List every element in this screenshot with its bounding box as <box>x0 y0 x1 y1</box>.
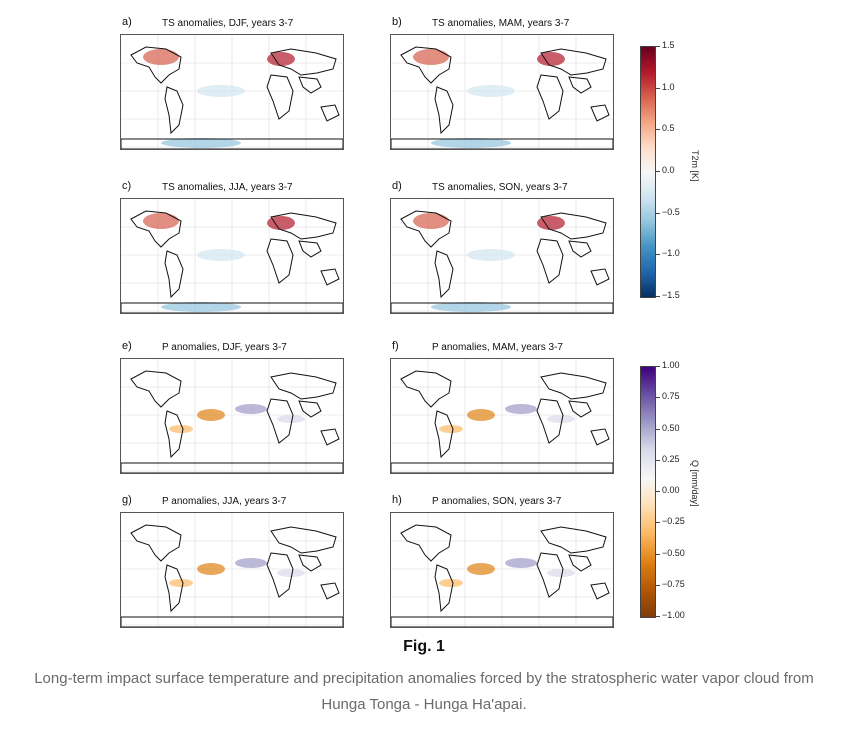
p-colorbar-label: Q [mm/day] <box>690 460 700 507</box>
map <box>120 198 344 314</box>
figure-caption: Long-term impact surface temperature and… <box>34 670 814 713</box>
panel-title: P anomalies, MAM, years 3-7 <box>432 342 563 353</box>
world-map <box>391 513 613 627</box>
panel-title: P anomalies, JJA, years 3-7 <box>162 496 287 507</box>
panel-label: c) <box>122 180 132 192</box>
panel-title: P anomalies, SON, years 3-7 <box>432 496 562 507</box>
colorbar-tick-label: 0.75 <box>662 391 680 402</box>
world-map <box>121 359 343 473</box>
colorbar-tick-label: −1.00 <box>662 610 685 620</box>
panel-label: g) <box>122 494 132 506</box>
map <box>120 358 344 474</box>
colorbar-tick-label: −1.5 <box>662 290 680 300</box>
panel-title: TS anomalies, SON, years 3-7 <box>432 182 568 193</box>
panel-title: TS anomalies, DJF, years 3-7 <box>162 18 294 29</box>
colorbar-tick-label: 0.5 <box>662 123 675 134</box>
colorbar-tick <box>655 296 660 297</box>
colorbar-tick-label: −0.75 <box>662 578 685 589</box>
world-map <box>391 359 613 473</box>
panel-label: b) <box>392 16 402 28</box>
world-map <box>121 513 343 627</box>
panel-b: b) TS anomalies, MAM, years 3-7 <box>388 16 616 150</box>
panel-label: f) <box>392 340 399 352</box>
colorbar-tick <box>655 397 660 399</box>
ts-colorbar-label: T2m [K] <box>690 150 700 182</box>
colorbar-tick-label: 0.25 <box>662 453 680 464</box>
map <box>120 512 344 628</box>
colorbar-tick <box>655 428 660 430</box>
panel-g: g) P anomalies, JJA, years 3-7 <box>118 494 346 628</box>
colorbar-tick-label: −0.50 <box>662 547 685 558</box>
panel-f: f) P anomalies, MAM, years 3-7 <box>388 340 616 474</box>
colorbar-tick-label: −1.0 <box>662 248 680 259</box>
colorbar-tick-label: 1.5 <box>662 40 675 50</box>
map <box>390 358 614 474</box>
panel-label: e) <box>122 340 132 352</box>
panel-title: P anomalies, DJF, years 3-7 <box>162 342 287 353</box>
colorbar-tick <box>655 522 660 524</box>
colorbar-tick <box>655 212 660 214</box>
map <box>390 198 614 314</box>
colorbar-tick-label: 0.00 <box>662 485 680 495</box>
colorbar-tick <box>655 129 660 131</box>
panel-a: a) TS anomalies, DJF, years 3-7 <box>118 16 346 150</box>
colorbar-tick <box>655 366 660 367</box>
colorbar-tick-label: −0.25 <box>662 516 685 527</box>
p-colorbar-gradient <box>640 366 656 618</box>
colorbar-tick <box>655 584 660 586</box>
colorbar-tick <box>655 459 660 461</box>
colorbar-tick-label: −0.5 <box>662 206 680 217</box>
panel-d: d) TS anomalies, SON, years 3-7 <box>388 180 616 314</box>
map <box>390 512 614 628</box>
panel-label: h) <box>392 494 402 506</box>
colorbar-tick-label: 1.0 <box>662 81 675 92</box>
figure-title: Fig. 1 <box>403 638 445 655</box>
colorbar-tick <box>655 491 660 492</box>
panel-label: a) <box>122 16 132 28</box>
colorbar-tick <box>655 46 660 47</box>
panel-title: TS anomalies, MAM, years 3-7 <box>432 18 570 29</box>
panel-c: c) TS anomalies, JJA, years 3-7 <box>118 180 346 314</box>
world-map <box>391 199 613 313</box>
panel-e: e) P anomalies, DJF, years 3-7 <box>118 340 346 474</box>
colorbar-tick <box>655 553 660 555</box>
colorbar-tick-label: 1.00 <box>662 360 680 370</box>
world-map <box>391 35 613 149</box>
colorbar-tick <box>655 616 660 617</box>
world-map <box>121 35 343 149</box>
map <box>390 34 614 150</box>
colorbar-tick-label: 0.50 <box>662 422 680 433</box>
colorbar-tick <box>655 87 660 89</box>
colorbar-tick <box>655 254 660 256</box>
world-map <box>121 199 343 313</box>
panel-title: TS anomalies, JJA, years 3-7 <box>162 182 293 193</box>
panel-h: h) P anomalies, SON, years 3-7 <box>388 494 616 628</box>
panel-label: d) <box>392 180 402 192</box>
ts-colorbar-gradient <box>640 46 656 298</box>
colorbar-tick <box>655 171 660 172</box>
map <box>120 34 344 150</box>
colorbar-tick-label: 0.0 <box>662 165 675 175</box>
